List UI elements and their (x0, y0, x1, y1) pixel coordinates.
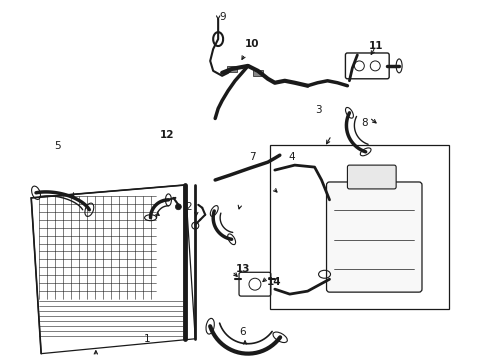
Text: 14: 14 (267, 277, 282, 287)
Text: 3: 3 (315, 105, 321, 115)
Text: 8: 8 (361, 118, 368, 128)
Text: 12: 12 (160, 130, 174, 140)
Text: 1: 1 (144, 334, 151, 344)
Text: 9: 9 (220, 13, 226, 22)
Text: 13: 13 (235, 264, 250, 274)
Circle shape (175, 204, 181, 210)
Bar (227, 66, 237, 72)
Text: 11: 11 (369, 41, 384, 51)
Text: 6: 6 (239, 327, 246, 337)
Bar (270, 145, 449, 309)
Text: 5: 5 (54, 141, 61, 151)
Bar (253, 70, 263, 76)
Text: 2: 2 (186, 202, 192, 212)
FancyBboxPatch shape (326, 182, 422, 292)
Text: 4: 4 (288, 152, 294, 162)
FancyBboxPatch shape (347, 165, 396, 189)
Text: 7: 7 (249, 152, 256, 162)
Text: 10: 10 (245, 39, 260, 49)
